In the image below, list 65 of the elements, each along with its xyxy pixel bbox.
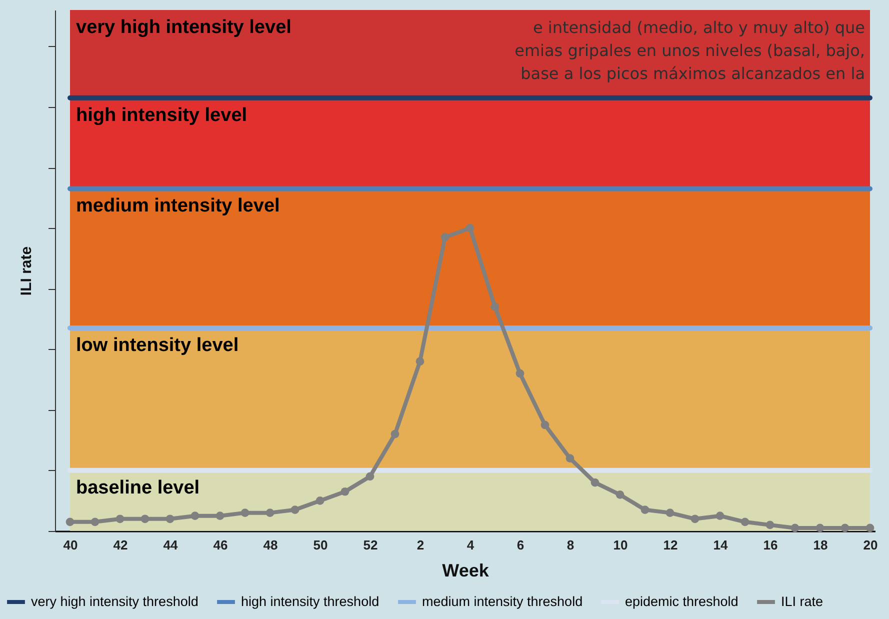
point [490,302,500,312]
band-label: high intensity level [76,104,248,126]
point [866,524,874,532]
point [840,524,850,532]
point [390,430,400,438]
legend-label: high intensity threshold [241,594,380,609]
point [790,524,800,532]
point [340,487,350,496]
text: e intensidad (medio, alto y muy alto) que [532,18,865,37]
band-label: baseline level [76,477,200,498]
legend-label: ILI rate [781,594,824,609]
point [516,369,524,378]
point [540,420,550,430]
x-tick-label: 6 [516,538,524,552]
band-label: very high intensity level [76,17,292,38]
x-tick-label: 50 [313,538,328,552]
point [66,518,74,526]
x-tick-label: 2 [416,538,424,552]
point [566,454,574,462]
x-tick-label: 48 [263,538,278,552]
x-tick-label: 40 [63,538,78,552]
point [240,508,250,517]
legend-label: medium intensity threshold [422,594,583,609]
point [816,524,824,532]
text: emias gripales en unos niveles (basal, bajo, [514,41,865,60]
x-tick-label: 20 [863,538,878,552]
point [90,518,100,526]
point [666,508,674,517]
point [190,512,200,520]
x-tick-label: 16 [763,538,778,552]
x-tick-label: 46 [213,538,228,552]
band-label: medium intensity level [76,196,280,217]
x-axis-title: Week [442,560,490,580]
point [216,512,224,520]
x-tick-label: 42 [113,538,128,552]
point [466,224,474,232]
y-axis-title: ILI rate [18,246,35,296]
point [716,512,724,520]
point [590,478,600,487]
legend-label: very high intensity threshold [31,594,198,609]
point [166,514,174,524]
x-tick-label: 4 [466,538,475,552]
point [366,472,374,481]
point [416,357,424,366]
x-tick-label: 12 [663,538,678,552]
point [266,508,274,517]
point [690,514,700,524]
point [440,233,450,242]
x-tick-label: 10 [613,538,628,552]
point [316,496,324,505]
point [616,490,624,499]
point [290,506,300,514]
point [766,520,774,530]
x-tick-label: 8 [566,538,574,552]
point [140,514,150,524]
x-tick-label: 52 [363,538,378,552]
band-label: low intensity level [76,335,239,356]
text: base a los picos máximos alcanzados en la [520,64,865,83]
legend-label: epidemic threshold [625,594,738,609]
point [116,514,124,524]
x-tick-label: 14 [713,538,728,552]
point [640,506,650,514]
x-tick-label: 44 [163,538,178,552]
point [740,518,750,526]
x-tick-label: 18 [813,538,828,552]
